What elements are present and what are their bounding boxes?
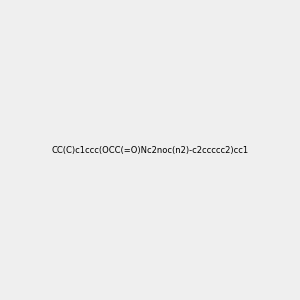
Text: CC(C)c1ccc(OCC(=O)Nc2noc(n2)-c2ccccc2)cc1: CC(C)c1ccc(OCC(=O)Nc2noc(n2)-c2ccccc2)cc… [51,146,249,154]
